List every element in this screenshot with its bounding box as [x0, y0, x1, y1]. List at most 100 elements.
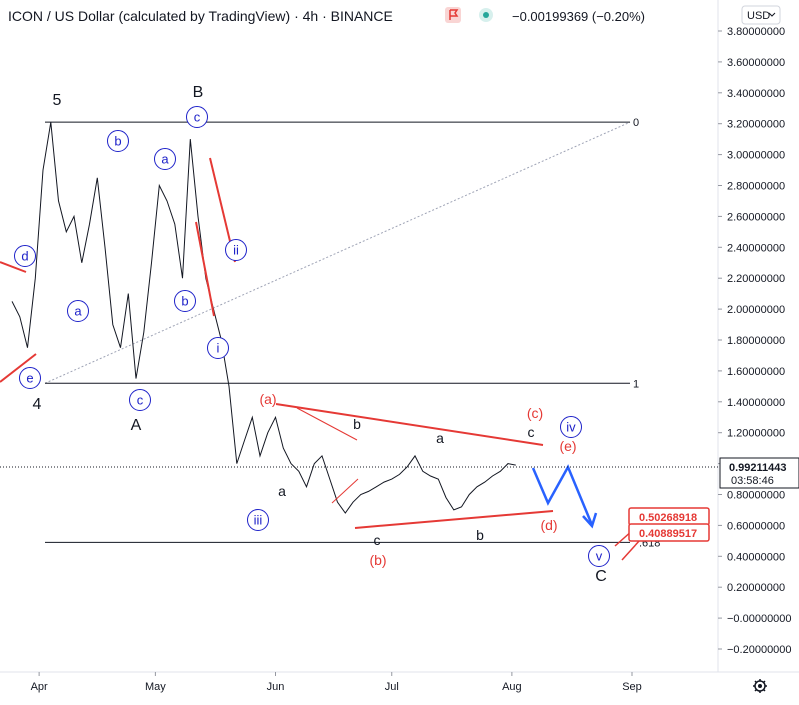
wave-label-blue: iii [254, 513, 263, 528]
wave-label-blue: ii [233, 243, 239, 258]
price-tick-label: 1.80000000 [727, 335, 785, 347]
wave-circle-icon [588, 545, 610, 567]
fib-box-lower-value: 0.40889517 [639, 528, 697, 540]
wave-label-circled: i [207, 337, 229, 359]
wave-label-blue: c [194, 110, 201, 125]
wave-label-red: (c) [527, 405, 543, 421]
wave-label-circled: iv [560, 416, 582, 438]
wave-label-black: b [353, 416, 361, 432]
projection-path[interactable] [531, 464, 598, 529]
wave-label-black: 4 [33, 396, 42, 413]
wave-label-circled: a [67, 300, 89, 322]
wave-label-red: (d) [540, 517, 557, 533]
price-tick-label: 3.80000000 [727, 26, 785, 38]
price-tick-label: 3.00000000 [727, 150, 785, 162]
projection-arrow-icon [582, 512, 598, 529]
wave-circle-icon [247, 509, 269, 531]
fib-level-label: 1 [633, 378, 639, 390]
wave-label-black: A [131, 417, 142, 434]
projected-wave-path[interactable] [531, 464, 594, 526]
time-tick-label: Sep [622, 681, 642, 693]
trendline-d-upper[interactable] [0, 261, 27, 273]
wave-label-blue: a [74, 304, 82, 319]
fib-trend-line[interactable] [44, 121, 631, 384]
fib-retracement[interactable]: 01.618 [44, 117, 660, 549]
wave-circle-icon [186, 106, 208, 128]
wave-label-blue: i [217, 341, 220, 356]
wave-label-circled: b [174, 290, 196, 312]
price-tick-label: 3.40000000 [727, 88, 785, 100]
flag-icon[interactable] [445, 7, 461, 23]
wave-label-circled: v [588, 545, 610, 567]
wave-circle-icon [107, 130, 129, 152]
fib-level-label: 0 [633, 117, 639, 129]
time-tick-label: Jun [267, 681, 285, 693]
wave-circle-icon [14, 245, 36, 267]
fib-target-line-2[interactable] [621, 539, 641, 561]
time-tick-label: Apr [31, 681, 48, 693]
time-tick-label: Aug [502, 681, 522, 693]
wave-label-circled: c [129, 389, 151, 411]
trendline-e-lower[interactable] [0, 353, 37, 383]
currency-label: USD [747, 10, 770, 22]
settings-gear-icon[interactable] [753, 679, 767, 693]
wave-label-circled: b [107, 130, 129, 152]
price-tick-label: −0.20000000 [727, 644, 792, 656]
wave-circle-icon [174, 290, 196, 312]
last-price-badge: 0.99211443 03:58:46 [719, 457, 799, 489]
wave-label-blue: e [26, 371, 33, 386]
wave-label-black: c [528, 424, 535, 440]
price-tick-label: 2.00000000 [727, 304, 785, 316]
wave-label-blue: b [114, 134, 121, 149]
wave-circle-icon [67, 300, 89, 322]
wave-label-blue: a [161, 152, 169, 167]
wave-label-black: 5 [53, 92, 62, 109]
fib-box-upper-value: 0.50268918 [639, 512, 697, 524]
time-axis[interactable]: Apr May Jun Jul Aug Sep [31, 672, 642, 693]
wave-circle-icon [225, 239, 247, 261]
price-tick-label: 3.60000000 [727, 57, 785, 69]
wave-label-blue: v [596, 549, 603, 564]
wave-label-circled: iii [247, 509, 269, 531]
fib-value-boxes: 0.50268918 0.40889517 [628, 507, 710, 542]
wave-circle-icon [207, 337, 229, 359]
time-tick-label: May [145, 681, 166, 693]
trendline-b-drop[interactable] [195, 221, 215, 317]
price-change: −0.00199369 (−0.20%) [512, 9, 645, 24]
wave-label-red: (b) [369, 552, 386, 568]
price-tick-label: 2.20000000 [727, 273, 785, 285]
market-status-icon [479, 8, 493, 22]
price-tick-label: −0.00000000 [727, 613, 792, 625]
price-axis[interactable]: 3.80000000 3.60000000 3.40000000 3.20000000… [718, 26, 792, 656]
price-tick-label: 2.40000000 [727, 242, 785, 254]
fib-box-lower [628, 523, 710, 542]
triangle-lower-line[interactable] [354, 510, 554, 529]
wave-b-c-line[interactable] [331, 478, 359, 504]
price-tick-label: 0.20000000 [727, 582, 785, 594]
price-tick-label: 1.20000000 [727, 428, 785, 440]
wave-label-circled: c [186, 106, 208, 128]
currency-selector[interactable]: USD [741, 5, 781, 25]
price-tick-label: 2.60000000 [727, 211, 785, 223]
price-tick-label: 1.40000000 [727, 397, 785, 409]
wave-label-black: C [595, 568, 607, 585]
last-price-value: 0.99211443 [729, 462, 787, 474]
wave-label-circled: ii [225, 239, 247, 261]
dropdown-icon [768, 12, 776, 17]
red-trendlines[interactable] [0, 157, 641, 561]
price-tick-label: 1.60000000 [727, 366, 785, 378]
wave-circle-icon [560, 416, 582, 438]
price-tick-label: 2.80000000 [727, 181, 785, 193]
wave-label-red: (e) [559, 438, 576, 454]
price-series-line [11, 122, 516, 514]
price-tick-label: 0.40000000 [727, 551, 785, 563]
wave-label-black: b [476, 527, 484, 543]
wave-circle-icon [129, 389, 151, 411]
wave-a-b-line[interactable] [296, 407, 358, 441]
triangle-upper-line[interactable] [275, 403, 544, 446]
wave-label-circled: e [19, 367, 41, 389]
wave-label-black: a [436, 430, 444, 446]
wave-label-blue: d [21, 249, 28, 264]
wave-label-blue: c [137, 393, 144, 408]
